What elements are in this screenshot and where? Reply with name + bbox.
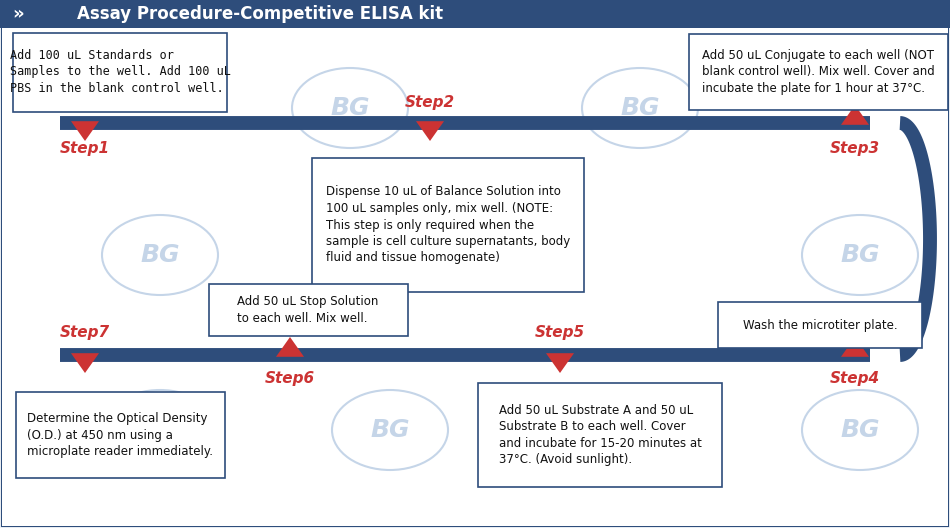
Polygon shape — [546, 353, 574, 373]
Text: Step1: Step1 — [60, 140, 110, 156]
Text: Step4: Step4 — [830, 371, 880, 385]
Text: BG: BG — [840, 243, 880, 267]
Text: Step2: Step2 — [405, 96, 455, 110]
Text: BG: BG — [141, 418, 180, 442]
FancyBboxPatch shape — [689, 34, 947, 110]
Polygon shape — [841, 105, 869, 125]
Text: Add 100 uL Standards or
Samples to the well. Add 100 uL
PBS in the blank control: Add 100 uL Standards or Samples to the w… — [10, 49, 231, 95]
FancyBboxPatch shape — [15, 392, 224, 478]
Polygon shape — [0, 0, 504, 28]
Text: BG: BG — [840, 418, 880, 442]
Text: Add 50 uL Stop Solution
to each well. Mix well.: Add 50 uL Stop Solution to each well. Mi… — [238, 295, 379, 325]
Text: BG: BG — [141, 243, 180, 267]
Text: Determine the Optical Density
(O.D.) at 450 nm using a
microplate reader immedia: Determine the Optical Density (O.D.) at … — [27, 412, 213, 458]
FancyBboxPatch shape — [478, 383, 722, 487]
Text: Step3: Step3 — [830, 140, 880, 156]
Text: BG: BG — [331, 96, 370, 120]
Polygon shape — [841, 337, 869, 357]
FancyBboxPatch shape — [718, 302, 922, 348]
Text: Assay Procedure-Competitive ELISA kit: Assay Procedure-Competitive ELISA kit — [77, 5, 443, 23]
Text: Dispense 10 uL of Balance Solution into
100 uL samples only, mix well. (NOTE:
Th: Dispense 10 uL of Balance Solution into … — [326, 185, 570, 265]
FancyBboxPatch shape — [2, 28, 948, 526]
FancyBboxPatch shape — [312, 158, 584, 292]
Polygon shape — [416, 121, 444, 141]
Text: Step6: Step6 — [265, 371, 315, 385]
Polygon shape — [276, 337, 304, 357]
Text: BG: BG — [370, 418, 409, 442]
Polygon shape — [71, 353, 99, 373]
FancyBboxPatch shape — [208, 284, 408, 336]
FancyBboxPatch shape — [0, 0, 950, 28]
FancyBboxPatch shape — [13, 33, 227, 111]
Text: Step7: Step7 — [60, 325, 110, 341]
Text: Add 50 uL Conjugate to each well (NOT
blank control well). Mix well. Cover and
i: Add 50 uL Conjugate to each well (NOT bl… — [702, 49, 935, 95]
Text: Wash the microtiter plate.: Wash the microtiter plate. — [743, 318, 898, 332]
Text: BG: BG — [620, 96, 659, 120]
Text: Add 50 uL Substrate A and 50 uL
Substrate B to each well. Cover
and incubate for: Add 50 uL Substrate A and 50 uL Substrat… — [499, 404, 701, 466]
Polygon shape — [71, 121, 99, 141]
Text: »: » — [12, 5, 24, 23]
Text: Step5: Step5 — [535, 325, 585, 341]
